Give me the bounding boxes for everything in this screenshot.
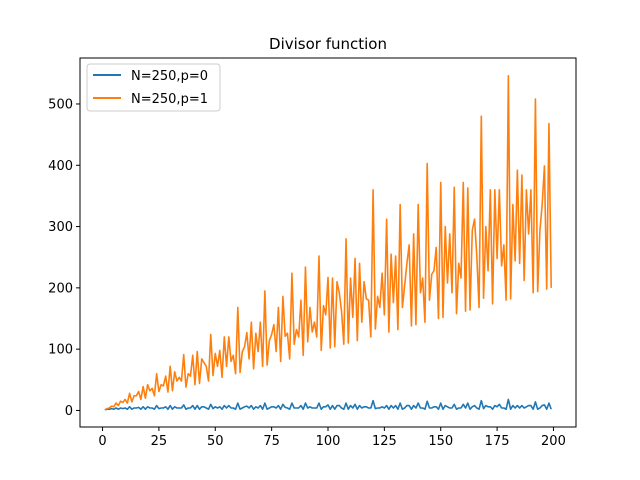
- series-line-p1: [104, 74, 552, 411]
- x-tick-label: 200: [541, 434, 566, 449]
- x-tick-label: 75: [263, 434, 280, 449]
- y-tick-label: 500: [48, 97, 73, 112]
- series-layer: [104, 74, 552, 411]
- y-tick-label: 200: [48, 281, 73, 296]
- chart-title: Divisor function: [269, 35, 387, 53]
- x-tick-label: 0: [98, 434, 106, 449]
- x-tick-label: 100: [316, 434, 341, 449]
- x-tick-label: 150: [428, 434, 453, 449]
- y-tick-label: 100: [48, 343, 73, 358]
- y-tick-label: 300: [48, 220, 73, 235]
- y-tick-label: 400: [48, 159, 73, 174]
- legend: N=250,p=0 N=250,p=1: [86, 63, 221, 112]
- y-tick-label: 0: [65, 404, 73, 419]
- x-tick-label: 50: [207, 434, 224, 449]
- series-line-p0: [104, 398, 552, 411]
- legend-label-p1: N=250,p=1: [131, 92, 208, 107]
- y-axis: 0 100 200 300 400 500: [48, 97, 80, 419]
- legend-label-p0: N=250,p=0: [131, 69, 208, 84]
- x-axis: 0 25 50 75 100 125 150 175 200: [98, 427, 566, 449]
- x-tick-label: 125: [372, 434, 397, 449]
- x-tick-label: 175: [485, 434, 510, 449]
- x-tick-label: 25: [151, 434, 168, 449]
